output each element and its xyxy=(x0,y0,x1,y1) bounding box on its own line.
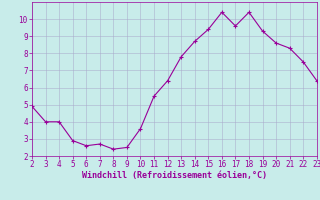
X-axis label: Windchill (Refroidissement éolien,°C): Windchill (Refroidissement éolien,°C) xyxy=(82,171,267,180)
